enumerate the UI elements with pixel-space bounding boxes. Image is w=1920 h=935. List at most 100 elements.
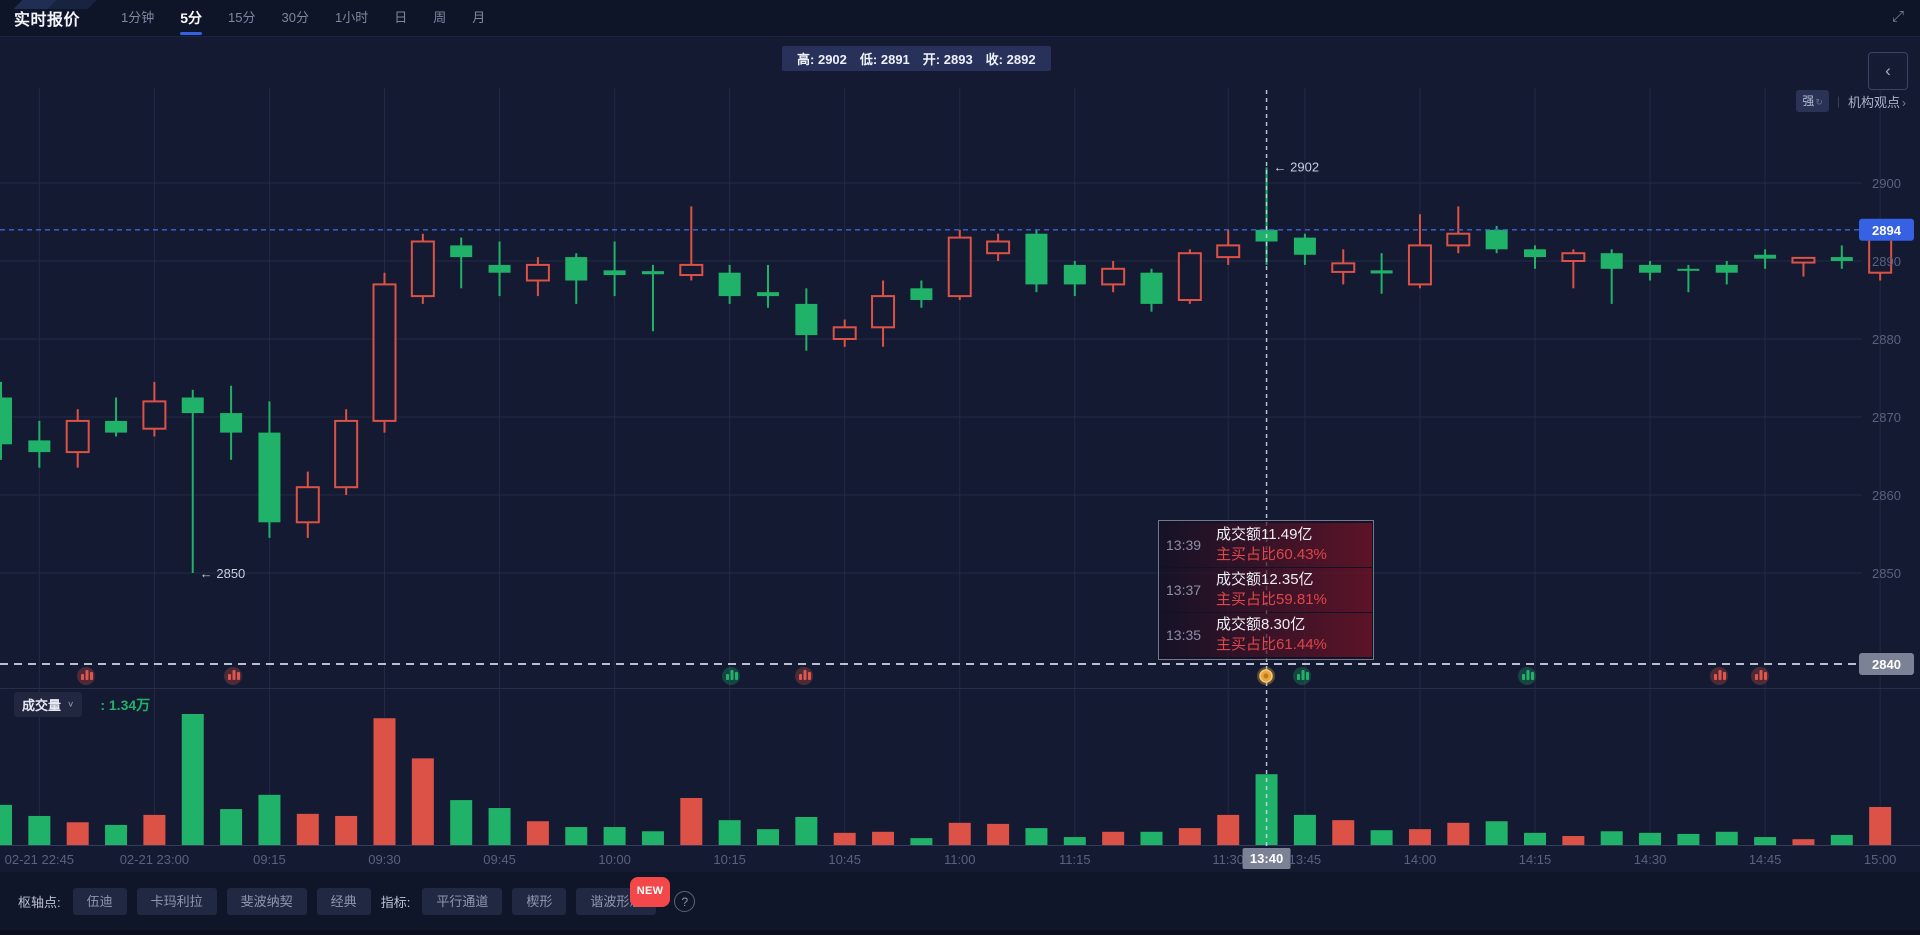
candle: [795, 288, 818, 351]
help-icon[interactable]: ?: [674, 891, 696, 912]
candle: [258, 401, 281, 538]
svg-text:← 2850: ← 2850: [200, 566, 246, 581]
svg-text:2880: 2880: [1872, 332, 1901, 347]
candle: [832, 319, 857, 347]
event-marker-green[interactable]: [1518, 667, 1536, 685]
pivot-button-3[interactable]: 经典: [316, 888, 371, 915]
tooltip-ratio: 主买占比61.44%: [1216, 636, 1327, 653]
pivot-label: 枢轴点:: [18, 895, 61, 910]
tab-interval-6[interactable]: 周: [433, 10, 447, 25]
tab-interval-0[interactable]: 1分钟: [121, 10, 155, 25]
candle: [488, 241, 511, 297]
event-marker-red[interactable]: [77, 667, 95, 685]
ohlc-low: 低: 2891: [859, 52, 910, 67]
candle: [1754, 249, 1777, 269]
chevron-left-icon: ‹: [1885, 61, 1891, 80]
tooltip-row: 13:35 成交额8.30亿 主买占比61.44%: [1160, 613, 1372, 657]
candle: [1830, 245, 1853, 269]
tooltip-time: 13:35: [1166, 627, 1202, 643]
candle: [910, 280, 933, 308]
svg-text:11:00: 11:00: [944, 852, 976, 867]
event-marker-green[interactable]: [722, 667, 740, 685]
tab-interval-1[interactable]: 5分: [167, 0, 215, 36]
indicator-button-1[interactable]: 楔形: [512, 888, 567, 915]
event-marker-red[interactable]: [224, 667, 242, 685]
tab-interval-7[interactable]: 月: [472, 10, 486, 25]
candle: [1293, 233, 1316, 265]
refresh-icon: ↻: [1815, 97, 1823, 107]
header-bar: 实时报价 1分钟 5分 15分 30分 1小时 日 周 月 ⤢: [0, 0, 1920, 37]
svg-text:10:45: 10:45: [828, 852, 861, 867]
svg-text:02-21 22:45: 02-21 22:45: [5, 852, 74, 867]
volume-bars: [0, 714, 1892, 845]
header-decoration: [47, 0, 97, 9]
org-view-row: 强↻ | 机构观点 ›: [1796, 90, 1906, 112]
event-markers: [77, 667, 1769, 685]
tooltip-time: 13:37: [1166, 582, 1202, 598]
pivot-button-2[interactable]: 斐波纳契: [226, 888, 307, 915]
strength-badge[interactable]: 强↻: [1796, 90, 1829, 112]
pivot-button-0[interactable]: 伍迪: [72, 888, 127, 915]
candle: [986, 233, 1011, 261]
event-marker-red[interactable]: [1751, 667, 1769, 685]
ohlc-high: 高: 2902: [797, 52, 847, 67]
expand-icon[interactable]: ⤢: [1891, 8, 1904, 25]
svg-text:09:15: 09:15: [253, 852, 286, 867]
svg-text:2890: 2890: [1872, 254, 1901, 269]
candle: [1407, 214, 1432, 289]
candles: [0, 167, 1893, 573]
indicator-label: 指标:: [380, 895, 411, 910]
candle: [1600, 249, 1623, 304]
svg-text:2894: 2894: [1872, 223, 1902, 238]
org-view-link[interactable]: 机构观点 ›: [1847, 94, 1906, 110]
candle: [1639, 261, 1662, 281]
bottom-toolbar: 枢轴点: 伍迪 卡玛利拉 斐波纳契 经典 指标: 平行通道 楔形 谐波形态 NEW?: [0, 872, 1920, 935]
tooltip-ratio: 主买占比60.43%: [1216, 546, 1327, 563]
candle: [372, 272, 397, 433]
candle: [1791, 256, 1816, 277]
indicator-button-2[interactable]: 谐波形态 NEW: [576, 877, 671, 915]
svg-text:2860: 2860: [1872, 488, 1901, 503]
tab-interval-2[interactable]: 15分: [228, 10, 256, 25]
bottom-edge-strip: [0, 930, 1920, 935]
pivot-button-1[interactable]: 卡玛利拉: [136, 888, 217, 915]
lower-level-badge: 2840: [1859, 653, 1914, 675]
tab-interval-3[interactable]: 30分: [281, 10, 309, 25]
candle: [565, 253, 588, 304]
svg-text:09:30: 09:30: [368, 852, 401, 867]
event-marker-gold[interactable]: [1257, 667, 1275, 685]
svg-text:15:00: 15:00: [1864, 852, 1897, 867]
volume-pane-header: 成交量 ∨ : 1.34万: [14, 692, 150, 717]
collapse-panel-button[interactable]: ‹: [1868, 52, 1908, 90]
svg-text:2900: 2900: [1872, 176, 1901, 191]
candle: [0, 381, 12, 460]
candle: [525, 257, 550, 297]
tooltip-ratio: 主买占比59.81%: [1216, 591, 1327, 608]
candle: [220, 385, 243, 460]
event-marker-red[interactable]: [795, 667, 813, 685]
candle: [450, 237, 473, 289]
candle: [1370, 253, 1393, 294]
indicator-button-0[interactable]: 平行通道: [422, 888, 503, 915]
volume-indicator-dropdown[interactable]: 成交量 ∨: [14, 692, 83, 717]
candle: [142, 381, 167, 437]
candle: [1715, 261, 1738, 285]
svg-text:14:15: 14:15: [1519, 852, 1552, 867]
event-marker-red[interactable]: [1710, 667, 1728, 685]
svg-text:2850: 2850: [1872, 566, 1901, 581]
tab-interval-4[interactable]: 1小时: [334, 10, 369, 25]
tab-interval-5[interactable]: 日: [394, 10, 408, 25]
page-title: 实时报价: [14, 12, 81, 29]
candle: [871, 280, 896, 347]
svg-text:10:15: 10:15: [713, 852, 746, 867]
candle: [1140, 268, 1163, 312]
candle: [105, 397, 128, 437]
y-axis-labels: 2900 2890 2880 2870 2860 2850 2894 2840: [1859, 176, 1914, 675]
event-marker-green[interactable]: [1293, 667, 1311, 685]
trade-detail-tooltip: 13:39 成交额11.49亿 主买占比60.43% 13:37 成交额12.3…: [1158, 520, 1374, 660]
candle: [410, 233, 435, 304]
candle: [1524, 245, 1546, 269]
svg-text:02-21 23:00: 02-21 23:00: [120, 852, 189, 867]
